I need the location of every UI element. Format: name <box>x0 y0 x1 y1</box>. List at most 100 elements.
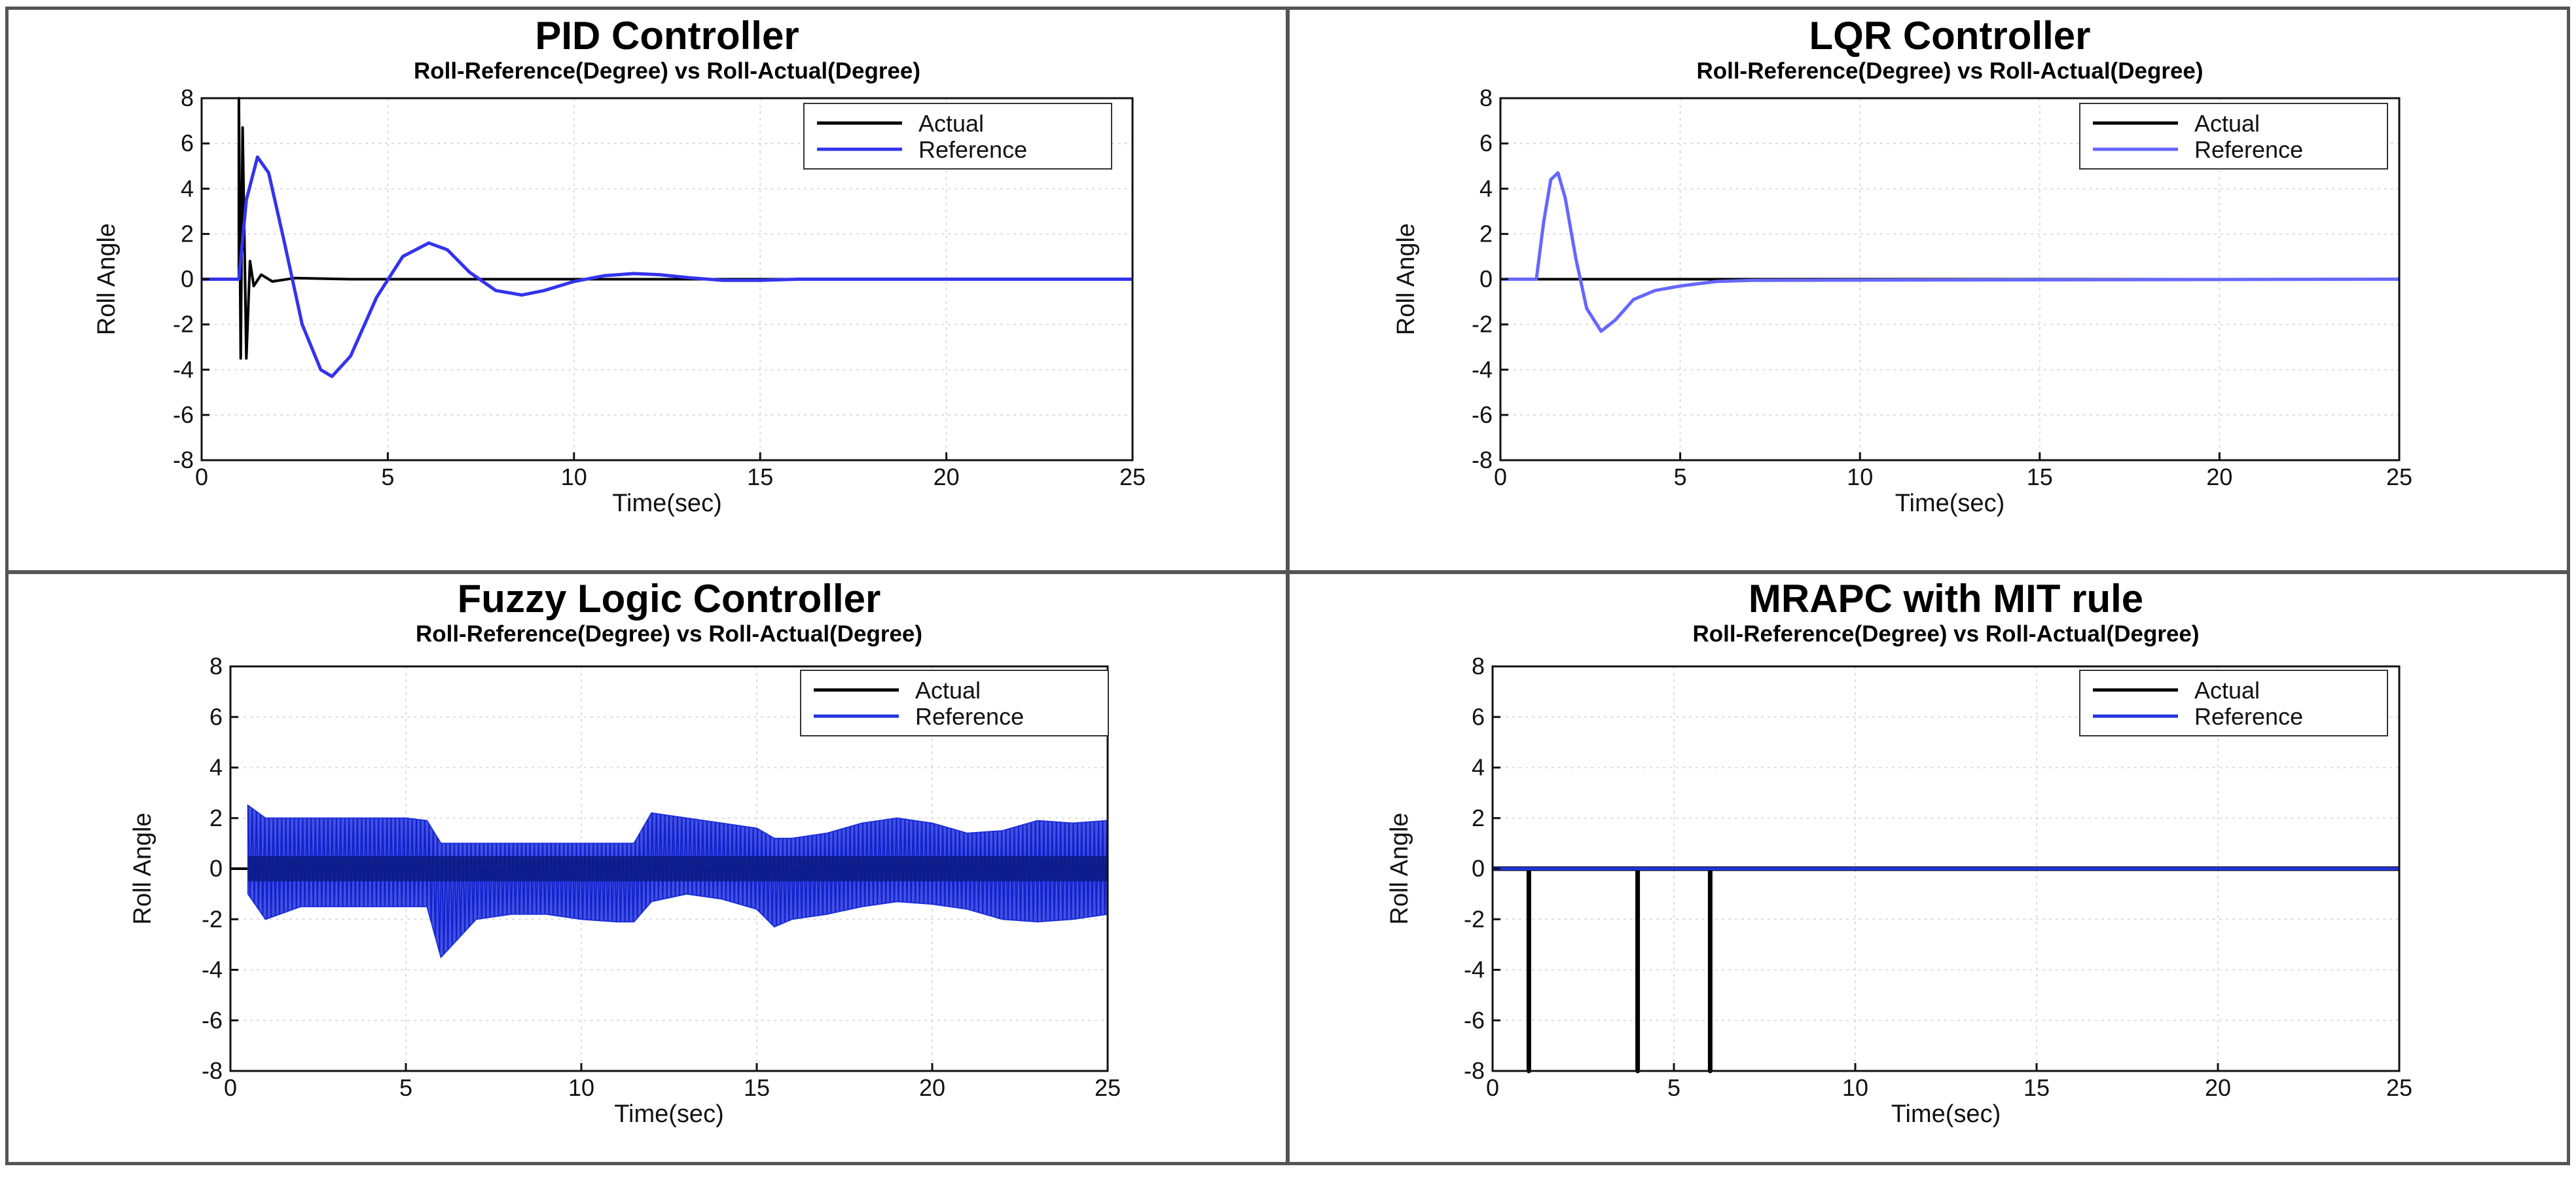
y-tick-label: -4 <box>1464 956 1485 983</box>
legend-label-actual: Actual <box>2194 677 2260 704</box>
y-tick-label: -4 <box>1472 356 1493 383</box>
x-tick-label: 5 <box>1667 1074 1680 1101</box>
x-tick-label: 20 <box>2205 1074 2231 1101</box>
y-axis-label: Roll Angle <box>1386 812 1413 924</box>
y-tick-label: -8 <box>202 1057 223 1084</box>
y-tick-label: 8 <box>181 84 194 111</box>
y-tick-label: 0 <box>1472 855 1485 882</box>
panel-divider-vertical <box>1286 7 1290 1165</box>
chart-subtitle: Roll-Reference(Degree) vs Roll-Actual(De… <box>416 621 922 647</box>
chart-subtitle: Roll-Reference(Degree) vs Roll-Actual(De… <box>414 58 920 84</box>
x-tick-label: 0 <box>1494 463 1507 490</box>
panel-divider-horizontal <box>5 570 2570 574</box>
legend-label-reference: Reference <box>915 703 1024 730</box>
chart-subtitle: Roll-Reference(Degree) vs Roll-Actual(De… <box>1696 58 2203 84</box>
y-tick-label: 2 <box>181 220 194 247</box>
chart-fuzzy: Fuzzy Logic ControllerRoll-Reference(Deg… <box>129 577 1121 1128</box>
x-axis-label: Time(sec) <box>612 490 721 517</box>
legend-box <box>2079 103 2388 170</box>
y-tick-label: -2 <box>202 905 223 932</box>
y-tick-label: 8 <box>1479 84 1493 111</box>
y-tick-label: 8 <box>1472 653 1485 679</box>
x-tick-label: 15 <box>747 463 773 490</box>
x-axis-label: Time(sec) <box>614 1100 723 1128</box>
x-axis-label: Time(sec) <box>1895 490 2005 517</box>
x-axis-label: Time(sec) <box>1891 1100 2001 1128</box>
y-tick-label: 6 <box>209 703 223 730</box>
y-tick-label: 4 <box>181 175 194 202</box>
x-tick-label: 25 <box>2386 1074 2412 1101</box>
x-tick-label: 25 <box>1095 1074 1121 1101</box>
x-tick-label: 20 <box>934 463 960 490</box>
y-tick-label: -6 <box>1464 1007 1485 1034</box>
x-tick-label: 0 <box>1486 1074 1499 1101</box>
chart-title: PID Controller <box>535 14 799 58</box>
chart-subtitle: Roll-Reference(Degree) vs Roll-Actual(De… <box>1692 621 2199 647</box>
y-tick-label: -2 <box>173 311 194 338</box>
x-tick-label: 10 <box>561 463 587 490</box>
series-line <box>202 155 1133 378</box>
y-tick-label: -6 <box>202 1007 223 1034</box>
y-tick-label: 6 <box>181 130 194 156</box>
legend-box <box>2079 670 2388 736</box>
chart-title: LQR Controller <box>1809 14 2091 58</box>
y-tick-label: 2 <box>209 805 223 831</box>
x-tick-label: 10 <box>1847 463 1873 490</box>
series-reference <box>1500 171 2400 333</box>
y-tick-label: -2 <box>1464 905 1485 932</box>
series-oscillation <box>247 805 1108 954</box>
legend-box <box>803 103 1112 170</box>
legend-label-reference: Reference <box>2194 136 2303 163</box>
y-tick-label: -6 <box>1472 401 1493 428</box>
y-axis-label: Roll Angle <box>1392 223 1420 335</box>
y-tick-label: -6 <box>173 401 194 428</box>
legend-label-actual: Actual <box>2194 110 2260 137</box>
x-tick-label: 5 <box>1674 463 1687 490</box>
y-axis-label: Roll Angle <box>129 812 156 924</box>
x-tick-label: 20 <box>919 1074 945 1101</box>
series-center-band <box>247 856 1108 882</box>
x-tick-label: 5 <box>381 463 394 490</box>
x-tick-label: 15 <box>2023 1074 2050 1101</box>
y-tick-label: 0 <box>181 266 194 293</box>
x-tick-label: 15 <box>2027 463 2053 490</box>
series-reference <box>202 155 1133 378</box>
y-axis-label: Roll Angle <box>93 223 120 335</box>
chart-mrapc: MRAPC with MIT ruleRoll-Reference(Degree… <box>1386 577 2412 1128</box>
series-line <box>1500 171 2400 333</box>
y-tick-label: -4 <box>173 356 194 383</box>
x-tick-label: 25 <box>1119 463 1146 490</box>
legend-label-reference: Reference <box>918 136 1027 163</box>
x-tick-label: 10 <box>1842 1074 1868 1101</box>
y-tick-label: 6 <box>1472 703 1485 730</box>
x-tick-label: 0 <box>195 463 208 490</box>
y-tick-label: 4 <box>1472 754 1485 781</box>
x-tick-label: 25 <box>2386 463 2412 490</box>
y-tick-label: 0 <box>209 855 223 882</box>
y-tick-label: 4 <box>1479 175 1493 202</box>
y-tick-label: -8 <box>173 446 194 473</box>
legend-label-actual: Actual <box>915 677 981 704</box>
legend-label-reference: Reference <box>2194 703 2303 730</box>
x-tick-label: 5 <box>399 1074 412 1101</box>
y-tick-label: 0 <box>1479 266 1493 293</box>
x-tick-label: 10 <box>568 1074 594 1101</box>
legend-label-actual: Actual <box>918 110 984 137</box>
chart-title: Fuzzy Logic Controller <box>458 577 881 621</box>
y-tick-label: 6 <box>1479 130 1493 156</box>
x-tick-label: 20 <box>2206 463 2232 490</box>
y-tick-label: -2 <box>1472 311 1493 338</box>
y-tick-label: 2 <box>1472 805 1485 831</box>
y-tick-label: -8 <box>1472 446 1493 473</box>
x-tick-label: 15 <box>744 1074 770 1101</box>
y-tick-label: -4 <box>202 956 223 983</box>
series-reference <box>247 804 1108 959</box>
